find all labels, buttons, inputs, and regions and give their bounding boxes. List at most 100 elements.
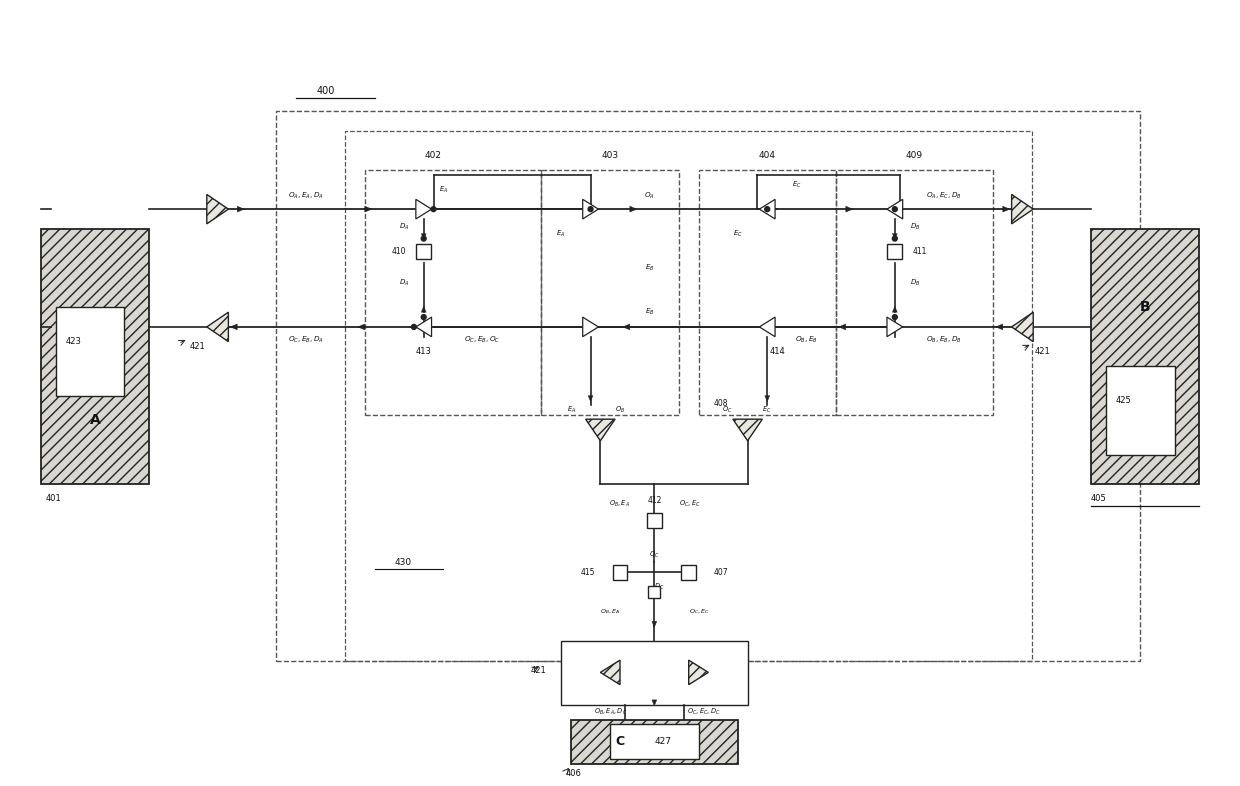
Text: $O_C$: $O_C$ <box>723 406 733 416</box>
Polygon shape <box>733 419 763 441</box>
Polygon shape <box>600 660 620 685</box>
Text: $O_C, E_B, O_C$: $O_C, E_B, O_C$ <box>465 335 501 345</box>
Text: 413: 413 <box>415 347 432 356</box>
Polygon shape <box>759 317 775 336</box>
Text: 423: 423 <box>66 337 82 346</box>
Polygon shape <box>838 324 846 330</box>
Text: $O_A, E_A, D_A$: $O_A, E_A, D_A$ <box>288 191 324 201</box>
Polygon shape <box>688 660 708 685</box>
Polygon shape <box>1012 194 1033 224</box>
Circle shape <box>765 207 770 211</box>
Text: $O_C, E_B, D_A$: $O_C, E_B, D_A$ <box>288 335 324 345</box>
Circle shape <box>893 236 898 241</box>
Text: $O_C$: $O_C$ <box>649 549 660 560</box>
Text: $O_C, E_C, D_C$: $O_C, E_C, D_C$ <box>687 707 720 717</box>
Text: $E_C$: $E_C$ <box>763 406 771 416</box>
Text: 407: 407 <box>713 567 728 577</box>
Text: 415: 415 <box>582 567 595 577</box>
Polygon shape <box>887 317 903 336</box>
Text: 421: 421 <box>190 342 206 351</box>
Text: $E_A$: $E_A$ <box>557 229 565 239</box>
Bar <box>417 244 432 259</box>
Text: $E_C$: $E_C$ <box>792 179 801 189</box>
Polygon shape <box>846 206 853 212</box>
Text: 421: 421 <box>1034 347 1050 356</box>
Text: 405: 405 <box>1091 494 1107 503</box>
Text: 414: 414 <box>769 347 785 356</box>
Text: 403: 403 <box>601 151 619 160</box>
Text: 421: 421 <box>531 666 547 675</box>
Circle shape <box>422 236 427 241</box>
Polygon shape <box>652 700 657 706</box>
Text: A: A <box>89 413 100 427</box>
Bar <box>277 111 1141 660</box>
Polygon shape <box>207 312 228 342</box>
Polygon shape <box>622 324 630 330</box>
Bar <box>570 719 738 764</box>
Text: 408: 408 <box>713 399 728 408</box>
Bar <box>681 565 696 579</box>
Text: C: C <box>615 735 625 747</box>
Text: $D_B$: $D_B$ <box>910 222 920 232</box>
Text: $D_B$: $D_B$ <box>910 277 920 288</box>
Circle shape <box>422 314 427 320</box>
Polygon shape <box>422 233 427 240</box>
Text: $E_A$: $E_A$ <box>439 185 448 195</box>
Text: $D_A$: $D_A$ <box>398 222 409 232</box>
Text: 406: 406 <box>565 769 582 778</box>
Polygon shape <box>415 317 432 336</box>
Polygon shape <box>1003 206 1009 212</box>
Text: $O_A, E_C, D_B$: $O_A, E_C, D_B$ <box>926 191 962 201</box>
Text: $E_A$: $E_A$ <box>567 406 575 416</box>
Circle shape <box>432 207 436 211</box>
Circle shape <box>893 314 898 320</box>
Bar <box>610 725 698 758</box>
Polygon shape <box>365 206 372 212</box>
Text: $E_B$: $E_B$ <box>645 307 655 318</box>
Bar <box>542 170 678 415</box>
Polygon shape <box>765 395 770 402</box>
Polygon shape <box>358 324 365 330</box>
Bar <box>836 170 993 415</box>
Polygon shape <box>652 622 657 627</box>
Polygon shape <box>893 307 898 312</box>
Circle shape <box>412 325 417 329</box>
Text: 411: 411 <box>913 247 926 255</box>
Bar <box>345 130 1032 660</box>
Polygon shape <box>231 324 237 330</box>
Bar <box>647 513 662 528</box>
Text: 409: 409 <box>906 151 923 160</box>
Text: $O_B, E_A$: $O_B, E_A$ <box>609 498 630 509</box>
Polygon shape <box>207 194 228 224</box>
Bar <box>888 244 903 259</box>
Bar <box>56 307 124 395</box>
Polygon shape <box>585 419 615 441</box>
Text: $O_B, E_A, D_C$: $O_B, E_A, D_C$ <box>594 707 626 717</box>
Bar <box>613 565 627 579</box>
Polygon shape <box>588 395 593 402</box>
Polygon shape <box>583 317 599 336</box>
Text: 412: 412 <box>647 496 662 505</box>
Polygon shape <box>415 200 432 219</box>
Text: 404: 404 <box>759 151 776 160</box>
Text: 430: 430 <box>394 558 412 567</box>
Text: $O_C, E_C$: $O_C, E_C$ <box>678 498 701 509</box>
Bar <box>41 229 149 484</box>
Text: $D_A$: $D_A$ <box>398 277 409 288</box>
Bar <box>1106 366 1174 454</box>
Text: $E_C$: $E_C$ <box>733 229 743 239</box>
Text: $D_C$: $D_C$ <box>655 582 665 592</box>
Text: $O_B, E_A$: $O_B, E_A$ <box>600 607 620 616</box>
Text: $E_B$: $E_B$ <box>645 263 655 273</box>
Polygon shape <box>893 233 898 240</box>
Polygon shape <box>887 200 903 219</box>
Circle shape <box>588 207 593 211</box>
Bar <box>562 641 748 705</box>
Polygon shape <box>996 324 1003 330</box>
Bar <box>649 586 660 598</box>
Text: $O_A$: $O_A$ <box>644 191 655 201</box>
Text: $O_B, E_B$: $O_B, E_B$ <box>795 335 818 345</box>
Polygon shape <box>630 206 637 212</box>
Polygon shape <box>583 200 599 219</box>
Text: 400: 400 <box>316 86 335 97</box>
